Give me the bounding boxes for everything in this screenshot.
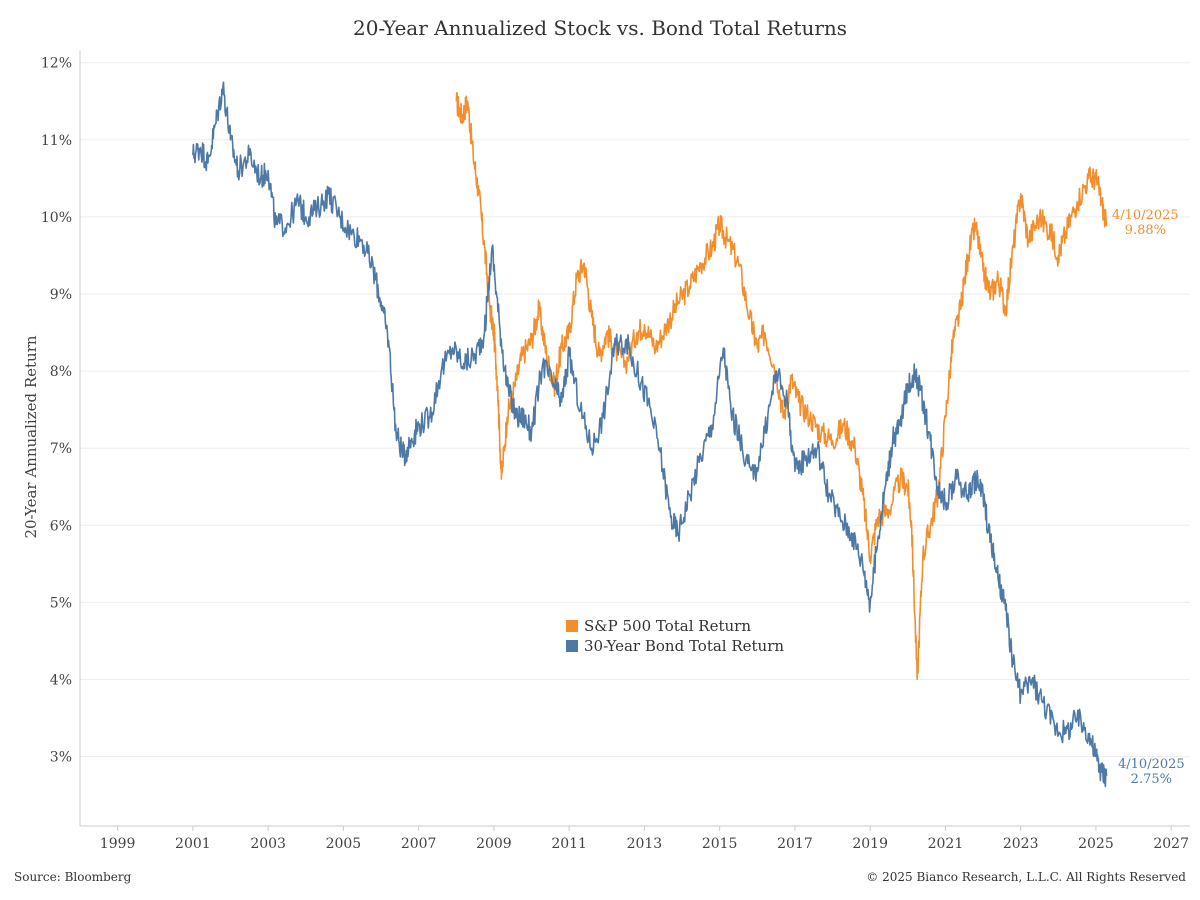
y-tick-label: 10% (41, 210, 72, 226)
end-label-sp500-date: 4/10/2025 (1112, 208, 1179, 223)
y-tick-label: 11% (41, 133, 72, 149)
legend-label-bond: 30-Year Bond Total Return (584, 637, 785, 655)
end-label-bond-value: 2.75% (1130, 772, 1172, 787)
y-tick-label: 6% (50, 518, 72, 534)
x-tick-label: 1999 (100, 836, 136, 852)
y-axis-label: 20-Year Annualized Return (22, 335, 40, 538)
legend-swatch-bond (566, 640, 578, 652)
series-lines (192, 81, 1108, 788)
copyright-note: © 2025 Bianco Research, L.L.C. All Right… (866, 870, 1186, 884)
series-line-bond (192, 81, 1108, 788)
axes (79, 50, 1190, 831)
x-tick-label: 2005 (326, 836, 362, 852)
y-tick-label: 12% (41, 56, 72, 72)
y-tick-labels: 3% 4% 5% 6% 7% 8% 9% 10% 11% 12% (41, 56, 72, 766)
x-tick-label: 2017 (777, 836, 813, 852)
source-note: Source: Bloomberg (14, 870, 132, 884)
x-tick-label: 2013 (627, 836, 663, 852)
x-tick-label: 2007 (401, 836, 437, 852)
y-tick-label: 5% (50, 595, 72, 611)
x-tick-label: 2025 (1078, 836, 1114, 852)
end-label-bond: 4/10/2025 2.75% (1118, 757, 1185, 787)
x-tick-label: 2009 (476, 836, 512, 852)
end-label-sp500-value: 9.88% (1124, 223, 1166, 238)
y-tick-label: 3% (50, 750, 72, 766)
legend-item-sp500: S&P 500 Total Return (566, 616, 784, 636)
end-label-sp500: 4/10/2025 9.88% (1112, 208, 1179, 238)
chart-title: 20-Year Annualized Stock vs. Bond Total … (352, 16, 848, 40)
legend-item-bond: 30-Year Bond Total Return (566, 636, 784, 656)
y-tick-label: 4% (50, 673, 72, 689)
y-tick-label: 7% (50, 441, 72, 457)
legend-label-sp500: S&P 500 Total Return (584, 617, 751, 635)
end-label-bond-date: 4/10/2025 (1118, 757, 1185, 772)
x-tick-label: 2023 (1003, 836, 1039, 852)
x-tick-labels: 1999 2001 2003 2005 2007 2009 2011 2013 2015 2017… (100, 836, 1189, 852)
x-tick-label: 2011 (551, 836, 587, 852)
x-tick-label: 2027 (1153, 836, 1189, 852)
y-tick-label: 9% (50, 287, 72, 303)
x-tick-label: 2019 (852, 836, 888, 852)
legend-swatch-sp500 (566, 620, 578, 632)
x-tick-label: 2015 (702, 836, 738, 852)
y-tick-label: 8% (50, 364, 72, 380)
x-tick-label: 2001 (175, 836, 211, 852)
x-tick-label: 2003 (250, 836, 286, 852)
x-tick-label: 2021 (928, 836, 964, 852)
legend: S&P 500 Total Return 30-Year Bond Total … (566, 616, 784, 656)
